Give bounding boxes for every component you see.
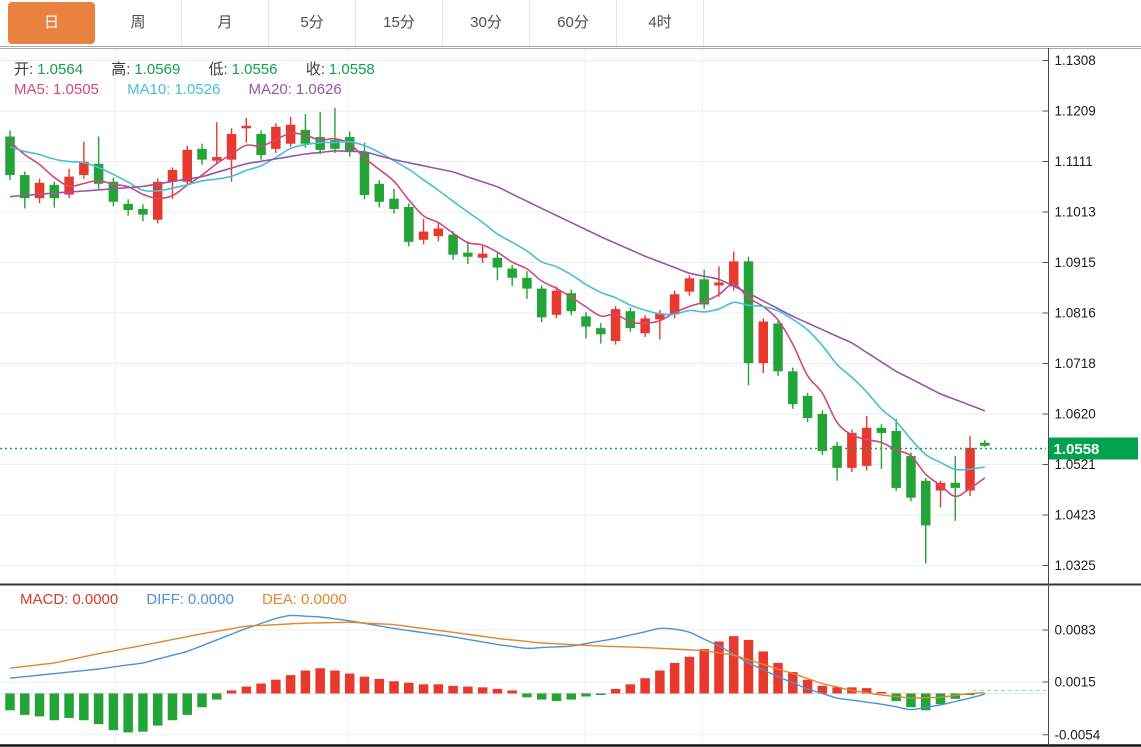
timeframe-tabbar: 日周月 5分 15分 30分 60分 4时 bbox=[0, 0, 1141, 47]
dea-label: DEA: bbox=[261, 591, 297, 608]
tab-week[interactable]: 周 bbox=[95, 0, 182, 46]
ma5-value: 1.0505 bbox=[53, 81, 99, 98]
svg-text:1.0718: 1.0718 bbox=[1055, 356, 1096, 371]
close-label: 收: bbox=[305, 61, 325, 78]
ma10-label: MA10: bbox=[127, 81, 171, 98]
svg-text:0.0083: 0.0083 bbox=[1055, 623, 1096, 638]
svg-text:1.0521: 1.0521 bbox=[1055, 457, 1096, 472]
close-value: 1.0558 bbox=[328, 61, 375, 78]
ma-lines bbox=[9, 132, 986, 498]
diff-label: DIFF: bbox=[146, 591, 184, 608]
svg-text:1.0816: 1.0816 bbox=[1055, 306, 1096, 321]
svg-text:1.0325: 1.0325 bbox=[1055, 558, 1096, 573]
open-value: 1.0564 bbox=[37, 61, 84, 78]
svg-text:1.1013: 1.1013 bbox=[1055, 205, 1096, 220]
candles-layer[interactable] bbox=[5, 107, 990, 564]
svg-text:0.0015: 0.0015 bbox=[1055, 675, 1096, 690]
svg-text:1.1111: 1.1111 bbox=[1055, 154, 1093, 169]
svg-text:1.0423: 1.0423 bbox=[1055, 508, 1096, 523]
svg-text:1.0620: 1.0620 bbox=[1055, 407, 1096, 422]
diff-value: 0.0000 bbox=[187, 591, 234, 608]
macd-value: 0.0000 bbox=[72, 591, 119, 608]
tab-4hour[interactable]: 4时 bbox=[617, 0, 704, 46]
macd-lines bbox=[9, 614, 1046, 711]
tab-60min[interactable]: 60分 bbox=[530, 0, 617, 46]
macd-label: MACD: bbox=[20, 591, 69, 608]
low-value: 1.0556 bbox=[231, 61, 278, 78]
tab-month[interactable]: 月 bbox=[182, 0, 269, 46]
ma-readout: MA5: 1.0505 MA10: 1.0526 MA20: 1.0626 bbox=[14, 81, 346, 98]
svg-text:1.0558: 1.0558 bbox=[1054, 441, 1100, 458]
ma20-label: MA20: bbox=[248, 81, 292, 98]
svg-text:1.1308: 1.1308 bbox=[1055, 53, 1096, 68]
low-label: 低: bbox=[208, 61, 228, 78]
macd-readout: MACD: 0.0000 DIFF: 0.0000 DEA: 0.0000 bbox=[20, 591, 351, 608]
tab-5min[interactable]: 5分 bbox=[269, 0, 356, 46]
tab-day[interactable]: 日 bbox=[8, 2, 95, 44]
svg-text:1.1209: 1.1209 bbox=[1055, 104, 1096, 119]
grid-lines bbox=[0, 49, 1046, 745]
macd-histogram[interactable] bbox=[5, 636, 975, 733]
ma5-label: MA5: bbox=[14, 81, 50, 98]
ohlc-readout: 开: 1.0564 高: 1.0569 低: 1.0556 收: 1.0558 bbox=[14, 58, 379, 79]
dea-value: 0.0000 bbox=[300, 591, 347, 608]
high-label: 高: bbox=[111, 61, 131, 78]
tab-30min[interactable]: 30分 bbox=[443, 0, 530, 46]
price-axis: 1.1308 1.1209 1.1111 1.1013 1.0915 1.0816 1.07… bbox=[0, 48, 1141, 747]
tab-15min[interactable]: 15分 bbox=[356, 0, 443, 46]
ma10-value: 1.0526 bbox=[174, 81, 221, 98]
high-value: 1.0569 bbox=[134, 61, 181, 78]
current-price-badge: 1.0558 bbox=[1049, 437, 1138, 460]
open-label: 开: bbox=[14, 61, 34, 78]
svg-text:1.0915: 1.0915 bbox=[1055, 255, 1096, 270]
svg-text:-0.0054: -0.0054 bbox=[1055, 727, 1101, 742]
ma20-value: 1.0626 bbox=[295, 81, 342, 98]
